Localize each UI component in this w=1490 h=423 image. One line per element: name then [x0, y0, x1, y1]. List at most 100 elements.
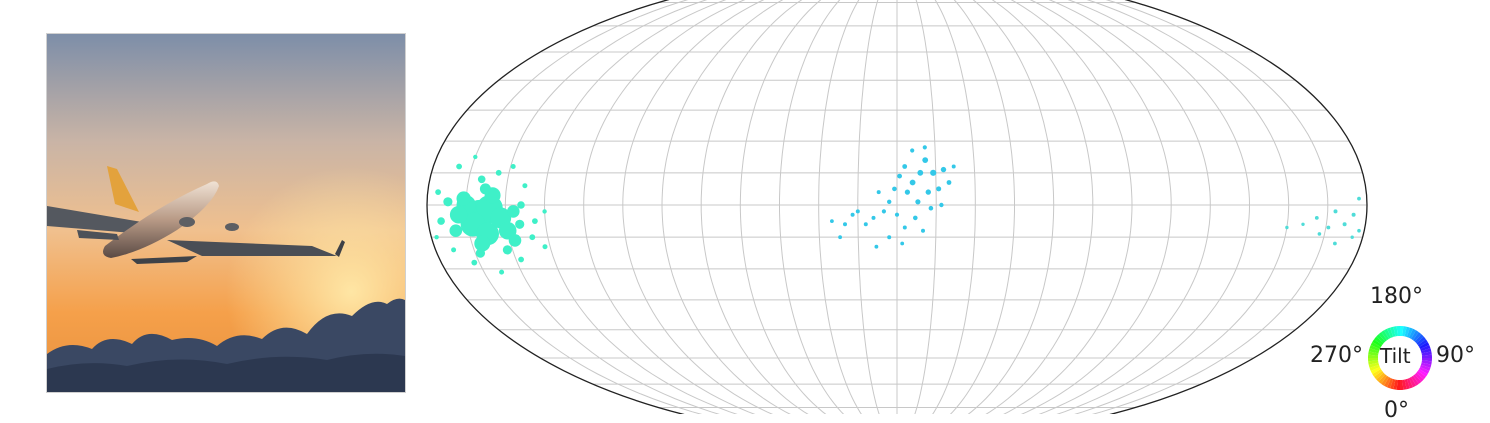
color-wheel-segment [1368, 362, 1380, 368]
scatter-point [900, 241, 905, 246]
scatter-point [471, 259, 478, 266]
color-wheel-segment [1390, 326, 1396, 338]
color-wheel-segment [1369, 364, 1380, 372]
color-wheel-segment [1384, 377, 1392, 388]
scatter-point [434, 235, 439, 240]
scatter-point [495, 169, 502, 176]
scatter-point [456, 191, 471, 206]
color-wheel-segment [1390, 378, 1396, 390]
color-wheel-segment [1406, 378, 1414, 389]
color-wheel-segment [1402, 326, 1407, 337]
color-wheel-segment [1416, 336, 1426, 346]
meridian-line [896, 0, 1251, 414]
scatter-point [1342, 222, 1347, 227]
scatter-point [951, 164, 956, 169]
projection-boundary [426, 0, 1368, 414]
color-wheel-segment [1419, 366, 1430, 374]
color-wheel-segment [1421, 351, 1432, 356]
scatter-point [477, 175, 486, 184]
airplane-photo [46, 33, 406, 393]
color-wheel-segment [1419, 342, 1430, 350]
scatter-point [921, 228, 925, 233]
color-wheel-segment [1420, 364, 1431, 372]
color-wheel-segment [1368, 358, 1379, 362]
color-wheel-segment [1396, 379, 1400, 390]
meridian-line [896, 0, 1172, 414]
scatter-point [897, 173, 902, 179]
scatter-point [518, 256, 524, 263]
color-wheel-segment [1381, 330, 1389, 341]
scatter-point [902, 225, 907, 230]
color-wheel-segment [1396, 326, 1400, 337]
scatter-point [542, 244, 548, 250]
color-wheel-segment [1384, 328, 1392, 339]
scatter-point [510, 164, 516, 169]
color-wheel-segment [1420, 348, 1432, 354]
scatter-point [1285, 225, 1289, 230]
scatter-point [871, 215, 876, 220]
scatter-point [474, 235, 491, 252]
scatter-point [892, 186, 897, 192]
color-wheel-segment [1412, 374, 1422, 384]
scatter-point [522, 183, 528, 189]
scatter-point [479, 183, 491, 195]
meridian-line [622, 0, 898, 414]
color-wheel-segment [1368, 360, 1379, 365]
scatter-point [475, 248, 485, 258]
scatter-point [456, 163, 462, 170]
scatter-point [1351, 212, 1356, 217]
scatter-point [940, 166, 947, 173]
color-wheel-segment [1386, 378, 1394, 389]
scatter-point [532, 218, 538, 225]
scatter-point [451, 247, 457, 253]
scatter-point [946, 180, 952, 185]
scatter-point [913, 215, 918, 221]
color-wheel-segment [1417, 339, 1428, 347]
graticule-grid [427, 0, 1367, 414]
scatter-point [507, 205, 520, 218]
color-wheel-segment [1393, 326, 1398, 337]
color-wheel-segment [1402, 379, 1407, 390]
color-wheel-segment [1376, 334, 1386, 344]
scatter-point [1333, 209, 1338, 214]
scatter-point [910, 148, 915, 153]
color-wheel-segment [1404, 378, 1410, 390]
scatter-point [855, 209, 860, 214]
color-wheel-segment [1420, 362, 1432, 368]
color-wheel-segment [1368, 354, 1379, 358]
scatter-point [930, 169, 937, 176]
color-wheel-segment [1406, 327, 1414, 338]
color-wheel-segment [1374, 370, 1384, 380]
scatter-point [939, 202, 944, 208]
scatter-point [515, 219, 525, 229]
color-wheel-segment [1386, 327, 1394, 338]
meridian-line [779, 0, 898, 414]
meridian-line [700, 0, 898, 414]
scatter-point [925, 189, 931, 195]
meridian-line [543, 0, 898, 414]
scatter-point [502, 245, 512, 255]
scatter-point [928, 205, 934, 211]
scatter-point [863, 222, 868, 227]
color-wheel-segment [1378, 332, 1388, 342]
color-wheel-segment [1416, 370, 1426, 380]
color-wheel-segment [1411, 330, 1419, 341]
scatter-point [887, 235, 892, 240]
scatter-point [529, 234, 536, 241]
color-wheel-segment [1414, 372, 1424, 382]
tilt-title: Tilt [1380, 344, 1411, 368]
scatter-point [1317, 232, 1322, 236]
tilt-label-0: 0° [1384, 398, 1409, 423]
scatter-point [902, 164, 908, 169]
tilt-label-90: 90° [1436, 343, 1475, 368]
color-wheel-segment [1408, 328, 1416, 339]
color-wheel-segment [1381, 375, 1389, 386]
color-wheel-segment [1372, 369, 1383, 377]
scatter-point [838, 235, 842, 240]
scatter-point [922, 145, 927, 150]
color-wheel-segment [1408, 377, 1416, 388]
meridian-line [896, 0, 1015, 414]
scatter-point [881, 209, 887, 214]
scatter-point [1350, 235, 1354, 239]
scatter-point [922, 157, 929, 164]
